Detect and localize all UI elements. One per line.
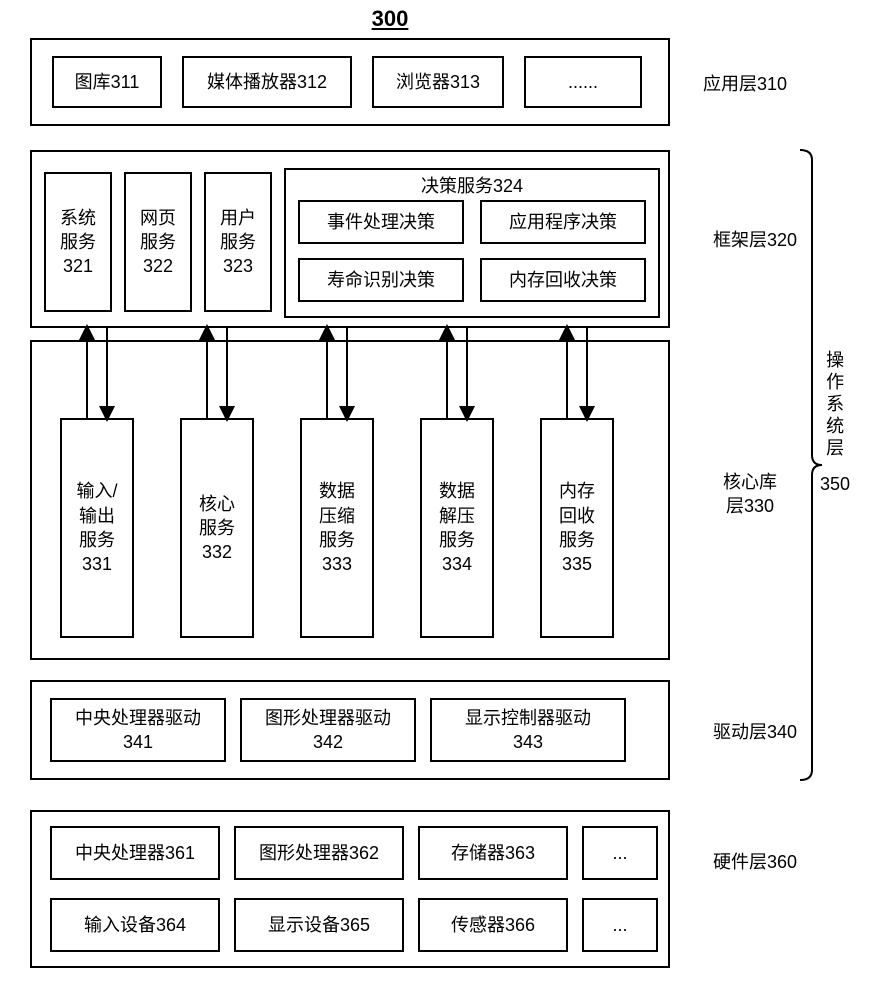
dp-l1: 数据: [439, 479, 475, 503]
cpud-l2: 341: [123, 730, 153, 754]
dispd-l2: 343: [513, 730, 543, 754]
mr-l4: 335: [562, 552, 592, 576]
sys-l1: 系统: [60, 206, 96, 230]
sys-l3: 321: [63, 254, 93, 278]
sys-l2: 服务: [60, 230, 96, 254]
user-l1: 用户: [220, 206, 256, 230]
node-mem-dec: 内存回收决策: [480, 258, 646, 302]
node-browser: 浏览器313: [372, 56, 504, 108]
mr-l3: 服务: [559, 528, 595, 552]
gpud-l2: 342: [313, 730, 343, 754]
mr-l2: 回收: [559, 504, 595, 528]
io-l1: 输入/: [76, 479, 117, 503]
node-input-dev: 输入设备364: [50, 898, 220, 952]
user-l3: 323: [223, 254, 253, 278]
cp-l4: 333: [322, 552, 352, 576]
node-io-service: 输入/ 输出 服务 331: [60, 418, 134, 638]
gpud-l1: 图形处理器驱动: [265, 706, 391, 730]
label-hw: 硬件层360: [700, 850, 810, 874]
web-l1: 网页: [140, 206, 176, 230]
node-event-dec: 事件处理决策: [298, 200, 464, 244]
node-storage: 存储器363: [418, 826, 568, 880]
figure-title: 300: [360, 6, 420, 32]
node-life-dec: 寿命识别决策: [298, 258, 464, 302]
web-l3: 322: [143, 254, 173, 278]
label-os: 操作系统层 350: [820, 350, 848, 497]
label-os-text: 操作系统层: [822, 350, 846, 460]
label-frame: 框架层320: [700, 228, 810, 252]
dp-l2: 解压: [439, 504, 475, 528]
io-l4: 331: [82, 552, 112, 576]
node-media: 媒体播放器312: [182, 56, 352, 108]
node-sensor: 传感器366: [418, 898, 568, 952]
node-gallery: 图库311: [52, 56, 162, 108]
dp-l4: 334: [442, 552, 472, 576]
label-app: 应用层310: [690, 72, 800, 96]
label-os-num: 350: [820, 472, 848, 496]
cs-l2: 服务: [199, 516, 235, 540]
node-gpu: 图形处理器362: [234, 826, 404, 880]
diagram-stage: 300 应用层310 框架层320 核心库 层330 驱动层340 硬件层360…: [0, 0, 890, 1000]
node-cpu-driver: 中央处理器驱动 341: [50, 698, 226, 762]
user-l2: 服务: [220, 230, 256, 254]
io-l3: 服务: [79, 528, 115, 552]
node-cpu: 中央处理器361: [50, 826, 220, 880]
node-ellipsis-3: ...: [582, 898, 658, 952]
node-display-dev: 显示设备365: [234, 898, 404, 952]
node-sys-service: 系统 服务 321: [44, 172, 112, 312]
cs-l3: 332: [202, 540, 232, 564]
node-compress: 数据 压缩 服务 333: [300, 418, 374, 638]
dp-l3: 服务: [439, 528, 475, 552]
cp-l2: 压缩: [319, 504, 355, 528]
node-memrec: 内存 回收 服务 335: [540, 418, 614, 638]
io-l2: 输出: [79, 504, 115, 528]
cp-l3: 服务: [319, 528, 355, 552]
node-gpu-driver: 图形处理器驱动 342: [240, 698, 416, 762]
node-core-service: 核心 服务 332: [180, 418, 254, 638]
node-disp-driver: 显示控制器驱动 343: [430, 698, 626, 762]
cp-l1: 数据: [319, 479, 355, 503]
label-core: 核心库 层330: [710, 470, 790, 519]
node-decompress: 数据 解压 服务 334: [420, 418, 494, 638]
node-user-service: 用户 服务 323: [204, 172, 272, 312]
label-core-l2: 层330: [726, 496, 774, 516]
cpud-l1: 中央处理器驱动: [75, 706, 201, 730]
decision-title: 决策服务324: [284, 172, 660, 198]
cs-l1: 核心: [199, 492, 235, 516]
web-l2: 服务: [140, 230, 176, 254]
dispd-l1: 显示控制器驱动: [465, 706, 591, 730]
label-driver: 驱动层340: [700, 720, 810, 744]
node-app-dec: 应用程序决策: [480, 200, 646, 244]
mr-l1: 内存: [559, 479, 595, 503]
node-ellipsis-1: ......: [524, 56, 642, 108]
node-web-service: 网页 服务 322: [124, 172, 192, 312]
node-ellipsis-2: ...: [582, 826, 658, 880]
label-core-l1: 核心库: [723, 472, 777, 492]
